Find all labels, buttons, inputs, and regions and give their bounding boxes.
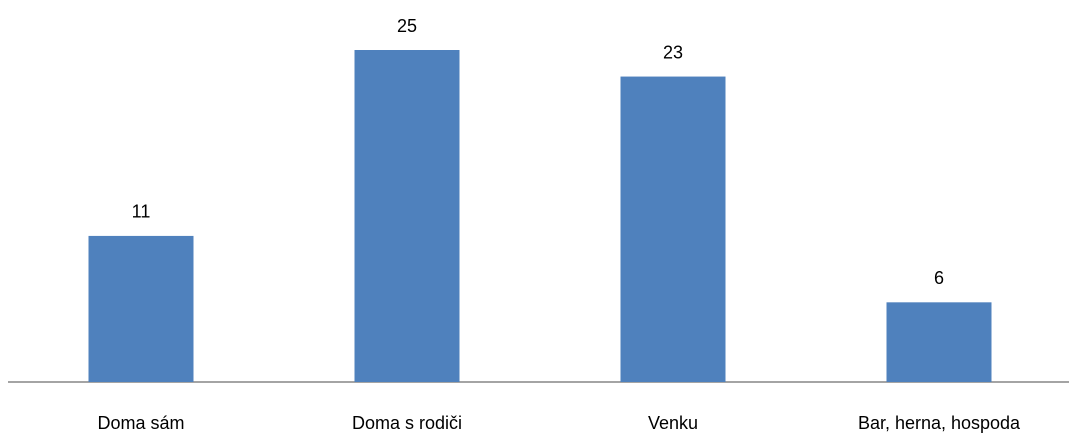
x-tick-label: Doma s rodiči [352,413,462,433]
data-label: 25 [397,16,417,36]
bar [354,50,460,382]
data-label: 6 [934,268,944,288]
data-label: 23 [663,42,683,62]
bar [620,76,726,382]
x-tick-label: Venku [648,413,698,433]
bar [88,235,194,382]
x-tick-label: Bar, herna, hospoda [858,413,1021,433]
x-tick-label: Doma sám [97,413,184,433]
bar [886,302,992,382]
data-label: 11 [132,202,151,222]
